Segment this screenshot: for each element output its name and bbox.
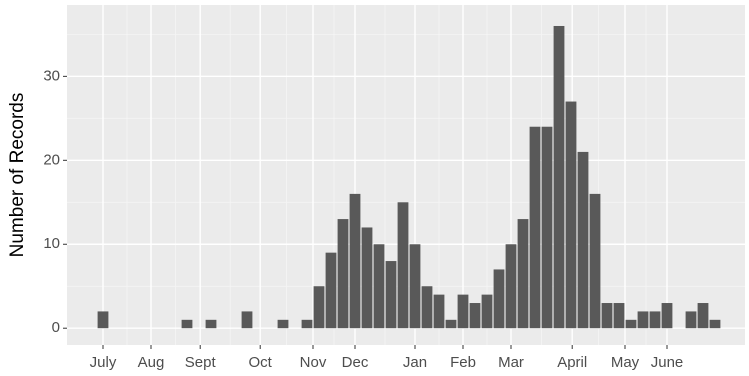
y-tick-label: 10	[43, 235, 60, 252]
bar	[505, 244, 517, 329]
bar	[565, 101, 577, 329]
bar	[589, 193, 601, 329]
bar	[433, 294, 445, 329]
bar	[385, 261, 397, 329]
bar	[517, 219, 529, 329]
x-tick-label: Feb	[450, 354, 476, 371]
bar	[601, 303, 613, 329]
bar	[325, 252, 337, 329]
bar	[277, 319, 289, 329]
bar	[661, 303, 673, 329]
bar	[301, 319, 313, 329]
bar	[649, 311, 661, 329]
x-tick-label: Nov	[300, 354, 327, 371]
bar	[457, 294, 469, 329]
bar	[493, 269, 505, 329]
bar	[613, 303, 625, 329]
bar	[685, 311, 697, 329]
x-tick-label: Dec	[342, 354, 369, 371]
x-tick-label: Oct	[249, 354, 273, 371]
bar	[313, 286, 325, 329]
bar	[481, 294, 493, 329]
x-tick-label: June	[651, 354, 684, 371]
x-tick-label: Sept	[185, 354, 217, 371]
bar	[337, 219, 349, 329]
bar	[241, 311, 253, 329]
bar	[181, 319, 193, 329]
x-tick-label: May	[611, 354, 640, 371]
bar	[709, 319, 721, 329]
bar	[349, 193, 361, 329]
bar	[529, 126, 541, 329]
bar	[625, 319, 637, 329]
bar	[373, 244, 385, 329]
x-tick-label: Aug	[138, 354, 165, 371]
x-tick-label: Mar	[498, 354, 524, 371]
bar	[97, 311, 109, 329]
bar	[553, 25, 565, 329]
bar	[421, 286, 433, 329]
bar	[541, 126, 553, 329]
bar	[577, 151, 589, 329]
y-tick-label: 30	[43, 67, 60, 84]
y-axis-label: Number of Records	[7, 93, 28, 258]
bar	[361, 227, 373, 329]
bar	[445, 319, 457, 329]
bar	[409, 244, 421, 329]
bar	[205, 319, 217, 329]
x-tick-label: July	[90, 354, 117, 371]
y-tick-label: 0	[52, 319, 60, 336]
y-tick-label: 20	[43, 151, 60, 168]
bar	[469, 303, 481, 329]
bar	[397, 202, 409, 329]
bar	[637, 311, 649, 329]
bar	[697, 303, 709, 329]
x-tick-label: April	[557, 354, 587, 371]
x-tick-label: Jan	[403, 354, 427, 371]
